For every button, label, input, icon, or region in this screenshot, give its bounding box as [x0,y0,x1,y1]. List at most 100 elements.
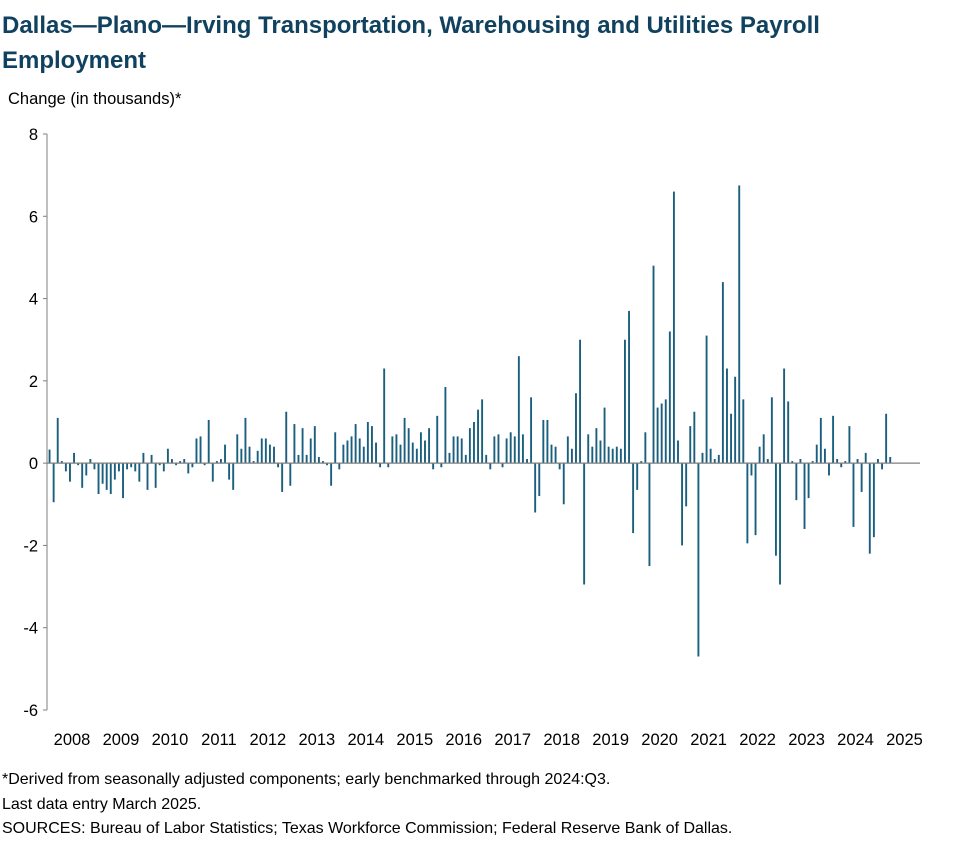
bar [464,454,467,464]
bar [236,434,239,464]
bar [375,442,377,464]
bar [358,438,361,464]
bar [146,463,149,490]
bar [264,438,267,464]
bar [379,463,382,468]
bar [411,442,414,464]
bar [746,463,749,544]
x-tick-label: 2019 [592,731,629,749]
y-tick-label: -2 [23,537,38,555]
bar [517,356,520,464]
chart-title: Dallas—Plano—Irving Transportation, Ware… [2,12,820,74]
bar [562,463,565,505]
bar [89,459,92,464]
bar [791,461,794,464]
x-tick-label: 2015 [396,731,433,749]
bar [672,191,675,464]
bar [366,422,369,464]
bar [326,463,328,466]
bar [317,456,320,464]
x-axis: 2008 2009 2010 2011 2012 2013 2014 2015 2016 2017… [47,462,923,749]
bar [521,434,524,464]
bar [664,399,667,464]
x-tick-label: 2025 [886,731,923,749]
bar [864,452,867,464]
bar [660,403,663,464]
bar [856,459,859,464]
bar [803,463,806,529]
bar [322,461,324,464]
footnotes: *Derived from seasonally adjusted compon… [2,768,732,842]
bar [220,459,222,464]
bar [868,463,871,554]
bar [807,463,810,499]
bar [126,463,129,470]
bar [795,463,798,501]
bar [848,426,851,464]
bar [668,331,671,464]
bar [175,463,178,466]
x-tick-label: 2013 [298,731,335,749]
bar [889,456,892,464]
bar [346,440,349,464]
x-tick-label: 2024 [837,731,874,749]
bar [399,444,402,464]
y-tick-label: -4 [23,620,38,638]
footnote-derived: *Derived from seasonally adjusted compon… [2,771,611,788]
bar [252,461,255,464]
x-tick-label: 2012 [250,731,287,749]
bar [77,463,80,466]
bar [473,422,475,464]
bar [85,463,88,476]
bar [583,463,586,585]
bar [713,459,716,464]
bar [268,444,271,464]
bar [872,463,875,538]
bar [195,438,198,464]
bar [187,463,190,474]
bar [113,463,116,480]
bar [342,444,345,464]
bar [738,185,741,464]
bar [701,452,704,464]
bar [860,463,863,492]
bar [726,368,728,464]
bar [685,463,688,507]
bar [73,452,75,464]
bar [811,461,814,464]
bar [403,417,406,464]
bar [101,463,104,484]
bar [636,463,639,490]
bar [48,449,51,464]
bar [289,463,292,486]
bar [815,444,818,464]
y-tick-label: -6 [23,702,38,720]
bar [681,463,684,546]
bar [207,419,210,464]
bar [840,463,843,468]
bar [305,454,308,464]
x-tick-label: 2016 [445,731,482,749]
bar [150,454,153,464]
bar [489,463,492,470]
bar [603,407,606,464]
bar [587,434,590,464]
bar [285,411,288,464]
bar [513,436,516,464]
bar [877,459,879,464]
bar [709,448,712,464]
bar [240,448,243,464]
bar [81,463,84,488]
bar [334,432,337,464]
bar [313,426,316,464]
bar [493,436,496,464]
y-tick-label: 4 [29,291,38,309]
bar [224,444,226,464]
bar [844,461,847,464]
bar [615,446,618,464]
bar [64,463,67,472]
bar [407,428,410,464]
bar [56,417,59,464]
bar [538,463,541,497]
bar [277,463,280,468]
